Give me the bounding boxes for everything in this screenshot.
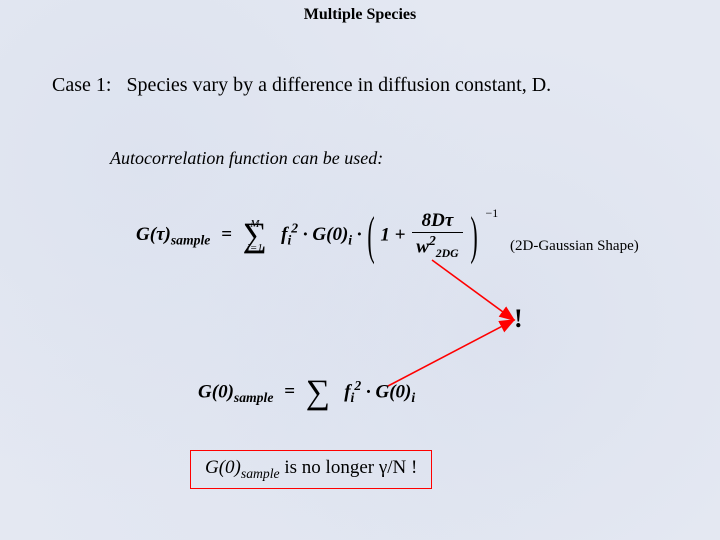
eq2-f-sup: 2 xyxy=(354,378,361,393)
eq1-frac-den-sub: 2DG xyxy=(436,247,459,260)
note-2d-gaussian: (2D-Gaussian Shape) xyxy=(510,238,639,255)
page-title: Multiple Species xyxy=(0,6,720,24)
eq1-G0-sub: i xyxy=(348,233,352,248)
equation-g-zero: G(0)sample = ∑ fi2 · G(0)i xyxy=(198,376,415,410)
eq2-lhs-sub: sample xyxy=(234,390,274,405)
acf-line: Autocorrelation function can be used: xyxy=(110,148,383,169)
redbox-slashN: /N ! xyxy=(387,457,417,478)
eq1-f-sup: 2 xyxy=(291,221,298,236)
eq2-G0-arg: 0 xyxy=(396,381,406,402)
eq1-lhs-G: G xyxy=(136,224,150,245)
eq1-sigma: M ∑ i=1 xyxy=(243,219,267,253)
exclamation-mark: ! xyxy=(514,304,523,334)
redbox-sub: sample xyxy=(241,466,280,481)
acf-text: Autocorrelation function can be used: xyxy=(110,148,383,168)
eq1-sum-lower: i=1 xyxy=(247,231,263,265)
eq1-G0-G: G xyxy=(312,224,326,245)
eq2-G0-sub: i xyxy=(411,390,415,405)
case-text: Species vary by a difference in diffusio… xyxy=(126,74,551,96)
eq1-lhs-sub: sample xyxy=(171,233,211,248)
eq1-frac: 8Dτ w22DG xyxy=(412,210,462,261)
case-line: Case 1: Species vary by a difference in … xyxy=(52,74,551,97)
eq2-sigma: ∑ xyxy=(306,376,330,410)
title-text: Multiple Species xyxy=(304,6,416,23)
eq2-G0-G: G xyxy=(375,381,389,402)
note-2d-text: (2D-Gaussian Shape) xyxy=(510,238,639,254)
eq2-lhs-G: G xyxy=(198,381,212,402)
redbox-G: G(0) xyxy=(205,457,241,478)
eq1-lparen: ( xyxy=(367,204,374,266)
eq2-lhs-arg: 0 xyxy=(218,381,228,402)
case-label: Case 1: xyxy=(52,74,111,96)
redbox-mid: is no longer xyxy=(280,457,379,478)
equation-g-tau: G(τ)sample = M ∑ i=1 fi2 · G(0)i · ( 1 +… xyxy=(136,210,498,261)
redbox-gamma: γ xyxy=(379,457,387,478)
eq1-frac-den-w: w xyxy=(416,236,429,257)
arrow-lines xyxy=(388,260,514,386)
eq1-G0-arg: 0 xyxy=(332,224,342,245)
eq1-frac-num: 8Dτ xyxy=(422,210,454,231)
eq1-lhs-arg: τ xyxy=(156,224,164,245)
eq1-exp: −1 xyxy=(486,206,499,221)
eq1-rparen: ) xyxy=(470,204,477,266)
eq1-frac-den-sup: 2 xyxy=(429,233,436,248)
red-callout-box: G(0)sample is no longer γ/N ! xyxy=(190,450,432,489)
bang-text: ! xyxy=(514,304,523,333)
